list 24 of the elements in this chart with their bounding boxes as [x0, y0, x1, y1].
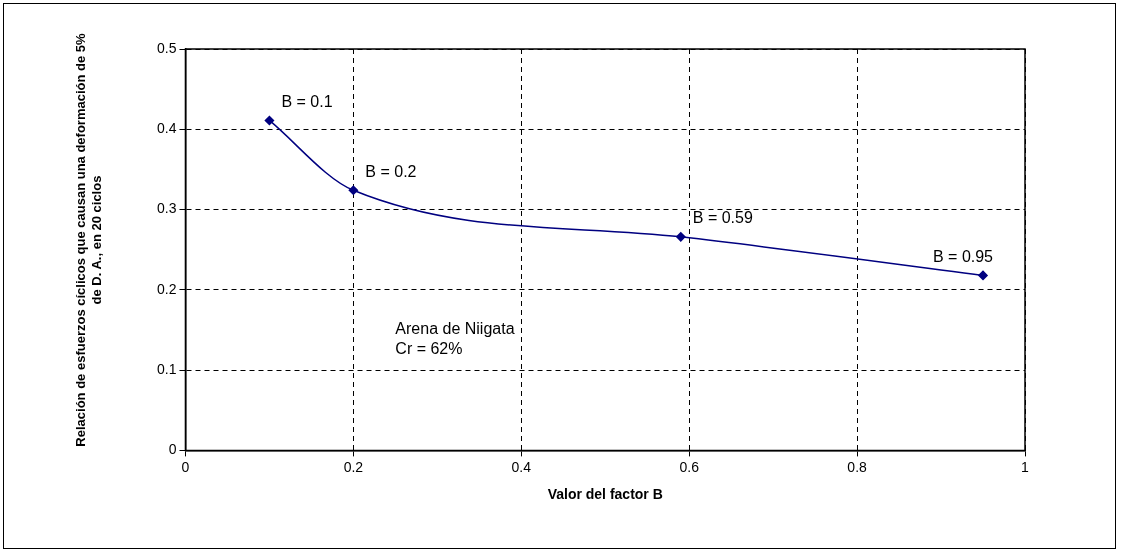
annotation: Cr = 62% — [395, 340, 463, 358]
x-tick-label: 0.4 — [511, 458, 532, 475]
y-tick-label: 0.4 — [156, 120, 177, 137]
point — [676, 232, 686, 242]
x-axis-title: Valor del factor B — [547, 486, 663, 503]
point — [348, 185, 359, 196]
x-tick-label: 0 — [181, 458, 190, 475]
x-tick-label: 0.6 — [679, 458, 700, 475]
annotation: Arena de Niigata — [395, 320, 515, 338]
y-axis-title: Relación de esfuerzos cíclicos que causan una deformación de 5% de D. A., en 20 ciclos — [73, 32, 105, 449]
annotation: B = 0.59 — [692, 209, 753, 227]
y-tick-label: 0.3 — [156, 200, 177, 217]
x-tick-label: 0.2 — [343, 458, 364, 475]
x-tick-label: 0.8 — [847, 458, 868, 475]
y-tick-label: 0.5 — [156, 39, 177, 56]
x-tick-label: 1 — [1021, 458, 1030, 475]
annotation: B = 0.2 — [365, 162, 417, 180]
annotation: B = 0.95 — [932, 247, 994, 265]
point — [978, 270, 988, 281]
annotation: B = 0.1 — [281, 92, 333, 110]
y-tick-label: 0.2 — [156, 280, 177, 297]
y-tick-label: 0 — [168, 441, 177, 458]
y-tick-label: 0.1 — [156, 360, 177, 377]
point — [264, 115, 275, 126]
